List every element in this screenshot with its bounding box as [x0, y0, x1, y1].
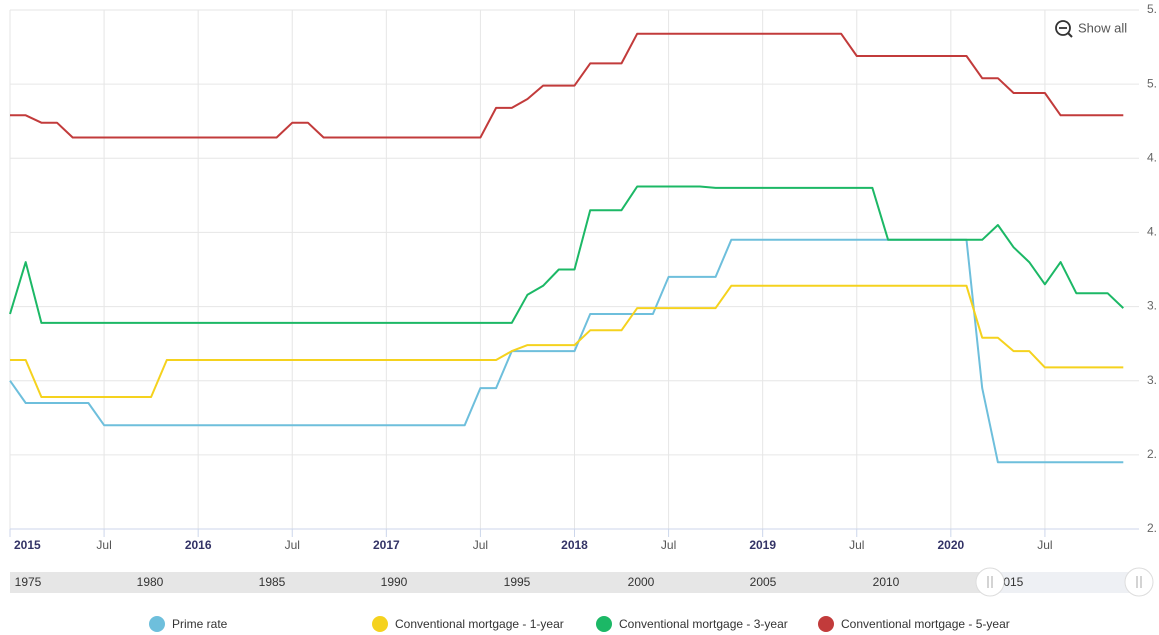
navigator-label: 1975: [15, 575, 42, 589]
legend: Prime rate Conventional mortgage - 1-year…: [149, 616, 1010, 632]
legend-item[interactable]: Conventional mortgage - 5-year: [818, 616, 1010, 632]
plot: 2. 2. 3. 3. 4. 4. 5. 5. 2015 Jul 2016 Jul 2017 Jul 201…: [9, 2, 1157, 552]
reset-zoom-button[interactable]: Show all: [1055, 20, 1127, 38]
legend-marker: [818, 616, 834, 632]
legend-item[interactable]: Prime rate: [149, 616, 228, 632]
legend-label: Conventional mortgage - 3-year: [619, 617, 788, 631]
legend-marker: [372, 616, 388, 632]
legend-marker: [149, 616, 165, 632]
legend-item[interactable]: Conventional mortgage - 1-year: [372, 616, 564, 632]
x-tick-label: Jul: [473, 538, 488, 552]
navigator-selection: [990, 572, 1139, 593]
x-tick-label: Jul: [96, 538, 111, 552]
x-tick-label: 2017: [373, 538, 400, 552]
navigator-handle-grip: [1136, 576, 1142, 588]
legend-item[interactable]: Conventional mortgage - 3-year: [596, 616, 788, 632]
x-tick-label: 2016: [185, 538, 212, 552]
navigator-label: 2000: [628, 575, 655, 589]
x-tick-label: 2019: [749, 538, 776, 552]
x-tick-label: 2018: [561, 538, 588, 552]
series-line: [9, 185, 1124, 324]
x-tick-label: Jul: [285, 538, 300, 552]
legend-marker: [596, 616, 612, 632]
series-line: [10, 284, 1124, 398]
navigator-band: [10, 572, 1139, 593]
y-tick-label: 4.: [1147, 225, 1157, 239]
x-tick-label: Jul: [661, 538, 676, 552]
x-tick-label: 2020: [937, 538, 964, 552]
y-tick-label: 3.: [1147, 299, 1157, 313]
series-line: [10, 32, 1124, 139]
y-tick-label: 2.: [1147, 521, 1157, 535]
legend-label: Conventional mortgage - 1-year: [395, 617, 564, 631]
reset-zoom-label: Show all: [1078, 20, 1127, 35]
x-tick-label: Jul: [1037, 538, 1052, 552]
y-tick-label: 4.: [1147, 150, 1157, 164]
y-tick-label: 5.: [1147, 76, 1157, 90]
zoom-icon-handle: [1067, 32, 1073, 38]
legend-label: Conventional mortgage - 5-year: [841, 617, 1010, 631]
y-tick-label: 2.: [1147, 447, 1157, 461]
navigator-label: 2005: [750, 575, 777, 589]
y-tick-label: 5.: [1147, 2, 1157, 16]
legend-label: Prime rate: [172, 617, 228, 631]
navigator-handle-grip: [987, 576, 993, 588]
x-tick-label: 2015: [14, 538, 41, 552]
navigator-label: 1980: [137, 575, 164, 589]
series-line: [9, 238, 1124, 464]
navigator-label: 1995: [504, 575, 531, 589]
navigator-label: 2010: [873, 575, 900, 589]
navigator-handle[interactable]: [1124, 567, 1154, 597]
zoom-icon: [1055, 20, 1071, 36]
navigator-handle[interactable]: [975, 567, 1005, 597]
y-tick-label: 3.: [1147, 373, 1157, 387]
navigator-label: 1990: [381, 575, 408, 589]
x-tick-label: Jul: [849, 538, 864, 552]
navigator-label: 1985: [259, 575, 286, 589]
